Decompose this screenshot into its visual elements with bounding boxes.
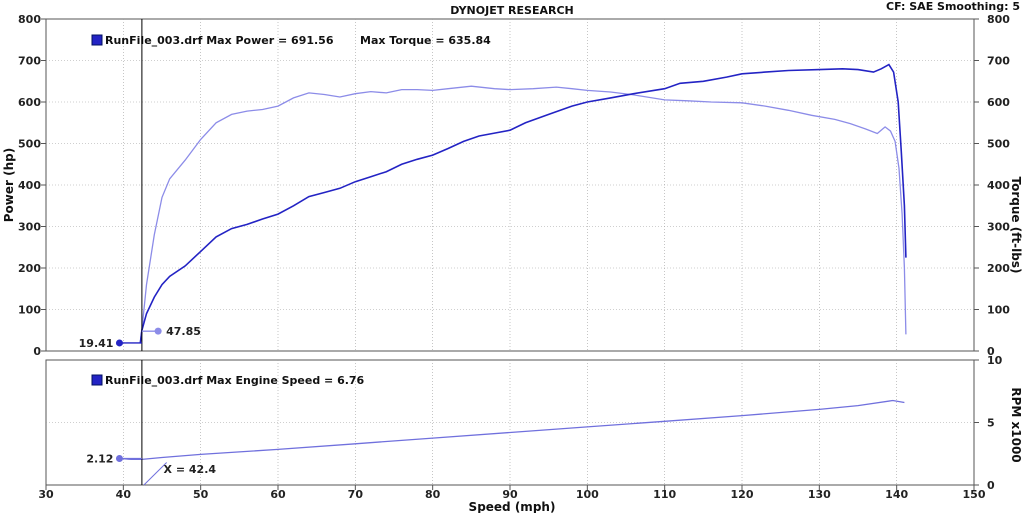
power-tick-label: 100 (18, 304, 41, 317)
torque-tick-label: 500 (987, 138, 1010, 151)
chart-settings-info: CF: SAE Smoothing: 5 (886, 0, 1020, 13)
speed-tick-label: 130 (808, 488, 831, 501)
power-axis-label: Power (hp) (2, 148, 16, 222)
speed-tick-label: 140 (885, 488, 908, 501)
power-tick-label: 0 (33, 345, 41, 358)
cursor-layer: 19.41 47.85 2.12 X = 42.4 (79, 19, 217, 486)
rpm-axis-ticks: 0 5 10 (974, 354, 1003, 492)
rpm-tick-label: 10 (987, 354, 1003, 367)
speed-tick-label: 30 (38, 488, 54, 501)
cursor-readout-leader (143, 462, 167, 486)
torque-axis-label: Torque (ft-lbs) (1009, 177, 1023, 274)
torque-tick-label: 800 (987, 13, 1010, 26)
speed-tick-label: 90 (502, 488, 518, 501)
power-axis-ticks: 0 100 200 300 400 500 600 700 800 (18, 13, 46, 358)
cursor-readout-label: X = 42.4 (164, 463, 217, 476)
rpm-legend-text: RunFile_003.drf Max Engine Speed = 6.76 (105, 374, 365, 387)
torque-tick-label: 0 (987, 345, 995, 358)
torque-tick-label: 600 (987, 96, 1010, 109)
power-series-line (139, 63, 907, 344)
power-tick-label: 300 (18, 221, 41, 234)
speed-tick-label: 150 (963, 488, 986, 501)
speed-tick-label: 40 (116, 488, 132, 501)
rpm-tick-label: 5 (987, 417, 995, 430)
torque-marker-dot (154, 327, 162, 335)
torque-tick-label: 300 (987, 221, 1010, 234)
speed-tick-label: 70 (348, 488, 364, 501)
torque-series-line (139, 85, 907, 344)
torque-tick-label: 100 (987, 304, 1010, 317)
speed-tick-label: 120 (731, 488, 754, 501)
speed-tick-label: 60 (270, 488, 286, 501)
power-tick-label: 400 (18, 179, 41, 192)
power-tick-label: 200 (18, 262, 41, 275)
torque-marker-label: 47.85 (166, 325, 201, 338)
torque-tick-label: 200 (987, 262, 1010, 275)
rpm-axis-label: RPM x1000 (1009, 387, 1023, 462)
speed-axis-label: Speed (mph) (469, 500, 556, 513)
power-marker-dot (115, 339, 123, 347)
power-torque-grid (46, 19, 974, 351)
power-marker-label: 19.41 (79, 337, 114, 350)
speed-tick-label: 100 (576, 488, 599, 501)
torque-tick-label: 700 (987, 55, 1010, 68)
torque-tick-label: 400 (987, 179, 1010, 192)
power-tick-label: 600 (18, 96, 41, 109)
power-tick-label: 700 (18, 55, 41, 68)
power-tick-label: 800 (18, 13, 41, 26)
rpm-marker-label: 2.12 (86, 453, 113, 466)
rpm-legend-swatch (91, 374, 103, 386)
power-tick-label: 500 (18, 138, 41, 151)
power-legend-swatch (91, 34, 103, 46)
speed-tick-label: 50 (193, 488, 209, 501)
speed-tick-label: 110 (653, 488, 676, 501)
rpm-tick-label: 0 (987, 479, 995, 492)
speed-axis-ticks: 30 40 50 60 70 80 90 100 110 120 130 140 150 (38, 485, 986, 501)
chart-title: DYNOJET RESEARCH (450, 4, 573, 17)
rpm-series-line (119, 399, 905, 461)
torque-axis-ticks: 0 100 200 300 400 500 600 700 800 (974, 13, 1010, 358)
power-legend-text: RunFile_003.drf Max Power = 691.56 (105, 34, 334, 47)
speed-tick-label: 80 (425, 488, 441, 501)
rpm-marker-dot (115, 455, 123, 462)
torque-legend-text: Max Torque = 635.84 (360, 34, 491, 47)
